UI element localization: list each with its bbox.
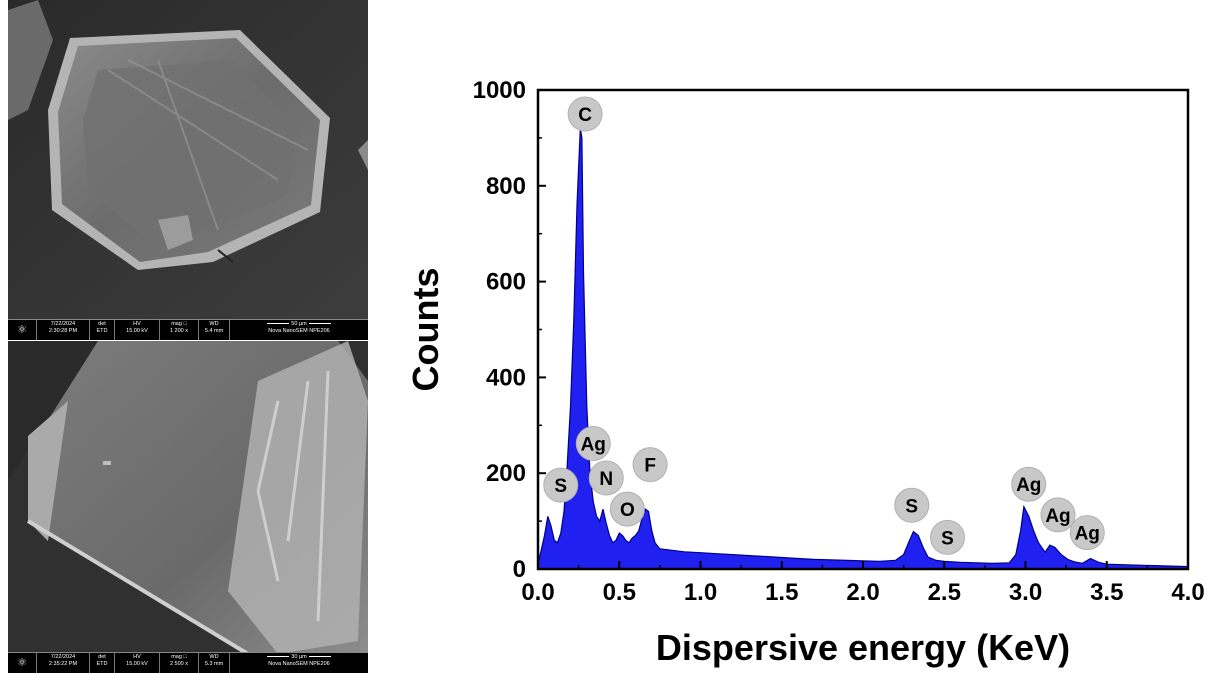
x-tick-label: 0.5 (603, 579, 636, 606)
x-tick-label: 2.5 (928, 579, 961, 606)
sem-instrument: Nova NanoSEM NPE206 (268, 328, 330, 334)
sem-image-panel-top: ⚛ 7/22/2024 2:30:28 PM det ETD HV 15.00 … (8, 0, 368, 340)
sem-scale-bar: 50 µm (233, 321, 365, 328)
sem-mag-value: 2 500 x (169, 661, 189, 667)
peak-label: S (554, 476, 567, 497)
spectrum-line-0 (537, 128, 1189, 568)
sem-hv-label: HV (133, 654, 141, 660)
peak-label: O (620, 500, 635, 521)
sem-scale-bar: 30 µm (233, 654, 365, 661)
sem-mag-label: mag □ (171, 654, 187, 660)
sem-instrument: Nova NanoSEM NPE206 (268, 661, 330, 667)
sem-scale-label: 50 µm (291, 321, 307, 327)
peak-label-badge (575, 426, 611, 462)
sem-scale-label: 30 µm (291, 654, 307, 660)
sem-time: 2:30:28 PM (48, 328, 78, 334)
peak-label-badge (930, 519, 965, 555)
sem-det-label: det (98, 321, 106, 327)
sem-mag-label: mag □ (171, 321, 187, 327)
x-tick-label: 4.0 (1171, 579, 1204, 606)
sem-info-bar: ⚛ 7/22/2024 2:35:22 PM det ETD HV 15.00 … (8, 652, 368, 673)
peak-label-badge (1040, 497, 1076, 533)
peak-label-badge (609, 491, 645, 527)
fei-logo-icon: ⚛ (8, 320, 37, 340)
sem-date: 7/22/2024 (50, 654, 76, 660)
sem-det-value: ETD (96, 328, 108, 334)
peak-label: C (578, 105, 592, 126)
sem-mag-value: 1 200 x (169, 328, 189, 334)
peak-label: Ag (1075, 524, 1100, 545)
x-tick-label: 1.0 (684, 579, 717, 606)
sem-date: 7/22/2024 (50, 321, 76, 327)
sem-det-label: det (98, 654, 106, 660)
sem-micrograph-fractured-crystal (8, 341, 368, 654)
x-tick-label: 3.5 (1090, 579, 1123, 606)
y-axis-title: Counts (405, 268, 446, 392)
peak-label: S (905, 496, 918, 517)
peak-label-badge (632, 447, 668, 483)
sem-wd-label: WD (209, 321, 219, 327)
spectrum-area-0 (538, 128, 1188, 570)
peak-label-badge (1011, 466, 1047, 502)
sem-hv-label: HV (133, 321, 141, 327)
sem-hv-value: 15.00 kV (126, 328, 148, 334)
sem-image-panel-bottom: ⚛ 7/22/2024 2:35:22 PM det ETD HV 15.00 … (8, 341, 368, 673)
peak-label-badge (543, 467, 579, 503)
x-tick-label: 3.0 (1009, 579, 1042, 606)
sem-info-bar: ⚛ 7/22/2024 2:30:28 PM det ETD HV 15.00 … (8, 319, 368, 340)
peak-label: Ag (581, 435, 606, 456)
sem-wd-value: 5.4 mm (204, 328, 224, 334)
sem-wd-value: 5.3 mm (204, 661, 224, 667)
peak-label-badge (894, 487, 930, 523)
x-tick-label: 1.5 (765, 579, 798, 606)
peak-label: F (644, 456, 656, 477)
y-tick-label: 400 (486, 364, 526, 391)
peak-label-badge (567, 96, 603, 132)
sem-micrograph-hexagonal-crystal (8, 0, 368, 320)
sem-time: 2:35:22 PM (48, 661, 78, 667)
y-tick-label: 600 (486, 269, 526, 296)
sem-hv-value: 15.00 kV (126, 661, 148, 667)
sem-det-value: ETD (96, 661, 108, 667)
peak-label: S (941, 528, 954, 549)
fei-logo-icon: ⚛ (8, 653, 37, 673)
y-tick-label: 200 (486, 460, 526, 487)
x-tick-label: 0.0 (521, 579, 554, 606)
x-axis-title: Dispersive energy (KeV) (656, 627, 1070, 668)
peak-label: Ag (1045, 506, 1070, 527)
y-tick-label: 0 (513, 556, 526, 583)
x-tick-label: 2.0 (846, 579, 879, 606)
peak-label-badge (1069, 515, 1105, 551)
y-tick-label: 800 (486, 173, 526, 200)
eds-spectrum-chart: 0.0 0.5 1.0 1.5 2.0 2.5 3.0 3.5 4.0 0 200 400 600 800… (400, 60, 1215, 673)
sem-wd-label: WD (209, 654, 219, 660)
peak-label: N (599, 469, 613, 490)
y-tick-label: 1000 (473, 77, 526, 104)
peak-label-badge (588, 460, 624, 496)
peak-label: Ag (1016, 475, 1041, 496)
